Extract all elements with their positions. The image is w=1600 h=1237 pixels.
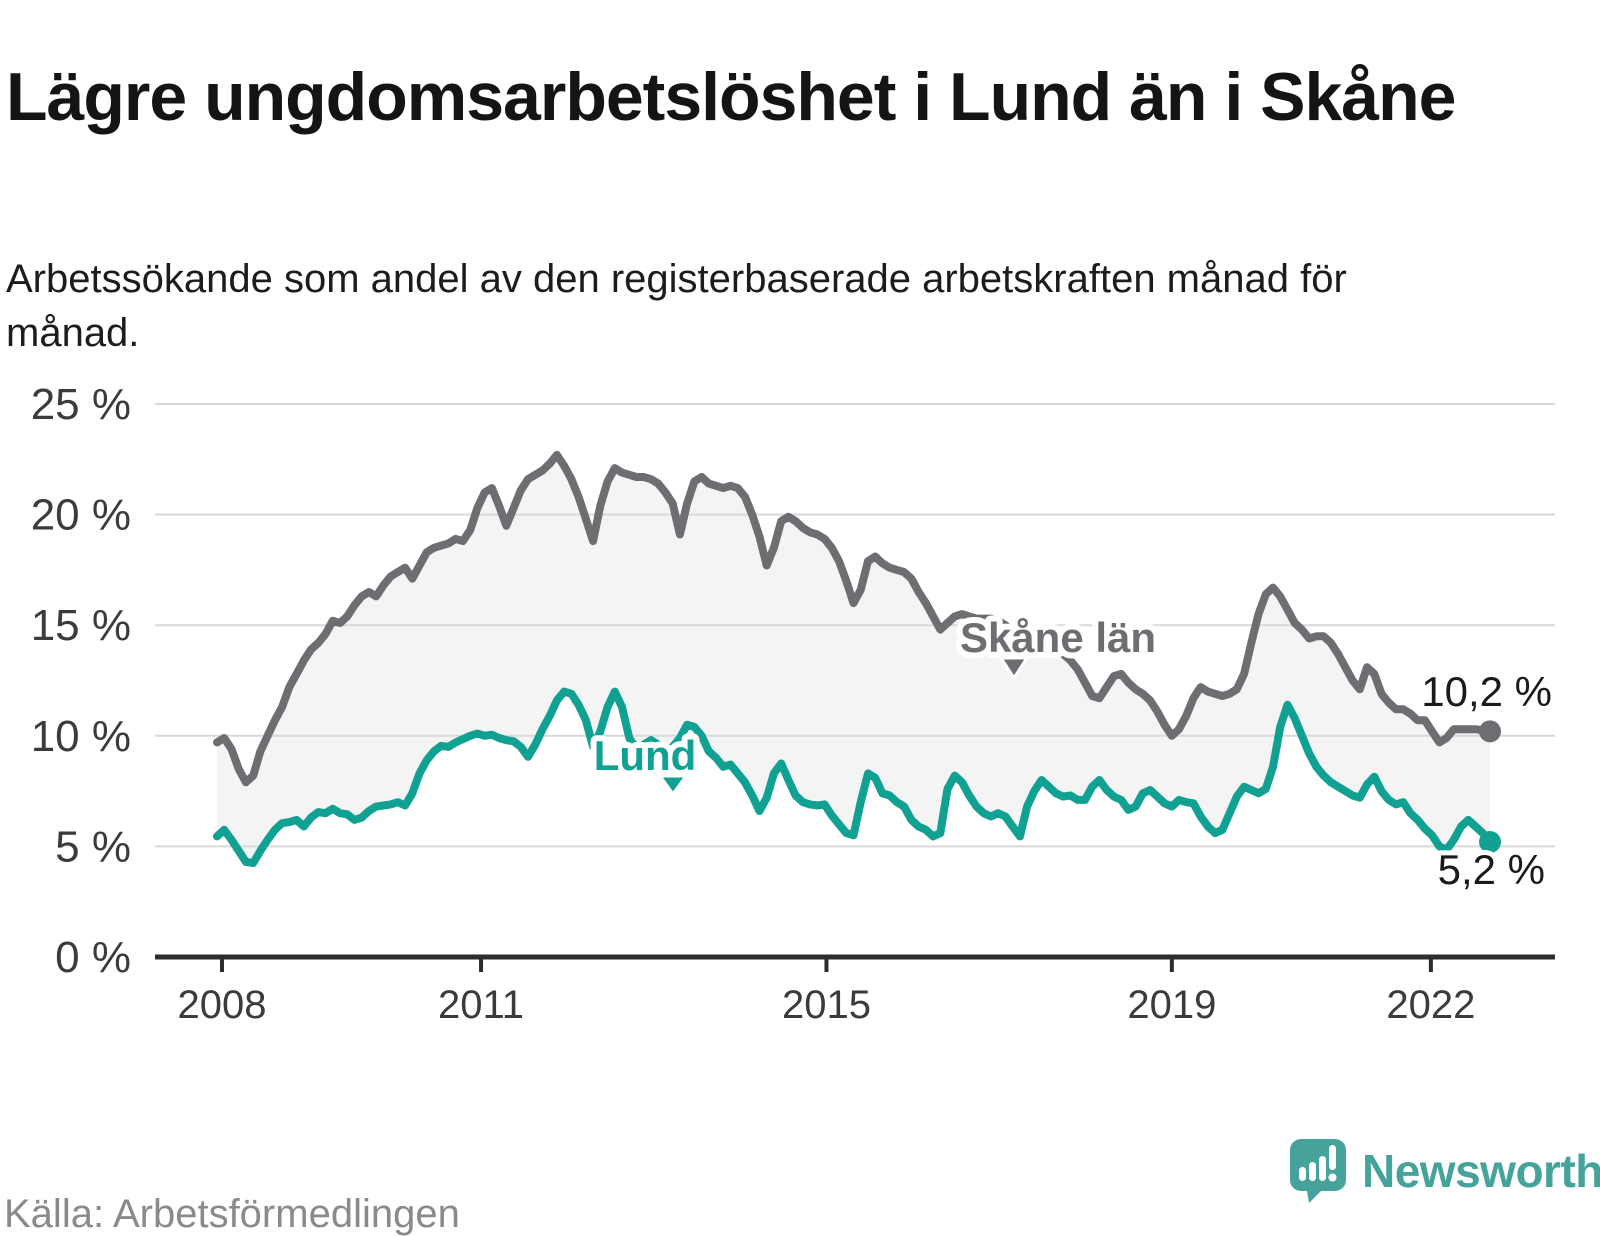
unemployment-line-chart: 25 %20 %15 %10 %5 %0 % 2008 2011 2015 2019 2… bbox=[31, 380, 1557, 1027]
lund-series-label: Lund bbox=[588, 726, 702, 797]
page-subtitle: Arbetssökande som andel av den registerb… bbox=[6, 257, 1347, 355]
source-note: Källa: Arbetsförmedlingen bbox=[4, 1192, 460, 1236]
gridlines bbox=[155, 403, 1555, 848]
logo-exclamation-dot bbox=[1328, 1173, 1337, 1182]
lund-label-caret bbox=[657, 774, 689, 797]
newsworthy-wordmark: Newsworthy bbox=[1362, 1145, 1600, 1197]
lund-line bbox=[213, 687, 1494, 867]
y-axis-label-0: 0 % bbox=[55, 933, 131, 982]
skane-end-value: 10,2 % bbox=[1421, 668, 1552, 715]
x-axis-label-2015: 2015 bbox=[782, 983, 871, 1027]
x-axis-label-2022: 2022 bbox=[1386, 983, 1475, 1027]
y-axis-label-10: 10 % bbox=[31, 712, 131, 761]
page-title: Lägre ungdomsarbetslöshet i Lund än i Sk… bbox=[6, 58, 1456, 135]
y-axis-label-20: 20 % bbox=[31, 491, 131, 540]
x-axis-ticks bbox=[220, 957, 1433, 972]
skane-label-caret bbox=[998, 656, 1030, 681]
lund-label-text: Lund bbox=[594, 732, 697, 779]
y-axis-label-25: 25 % bbox=[31, 380, 131, 429]
skane-end-dot bbox=[1479, 720, 1501, 743]
series-gap-band bbox=[217, 454, 1490, 863]
y-axis-labels: 25 % 20 % 15 % 10 % 5 % 0 % bbox=[31, 380, 131, 982]
logo-bar-2 bbox=[1309, 1162, 1316, 1181]
y-axis-label-15: 15 % bbox=[31, 601, 131, 650]
logo-bar-3 bbox=[1319, 1156, 1326, 1181]
skane-series-label: Skåne län bbox=[954, 608, 1162, 681]
newsworthy-logo-icon bbox=[1290, 1139, 1346, 1203]
x-axis-label-2011: 2011 bbox=[438, 983, 524, 1027]
x-axis-label-2008: 2008 bbox=[178, 983, 267, 1027]
x-axis-labels: 2008 2011 2015 2019 2022 bbox=[178, 983, 1476, 1027]
skane-label-text: Skåne län bbox=[960, 614, 1156, 661]
speech-bubble-shape bbox=[1290, 1139, 1346, 1203]
lund-end-dot bbox=[1479, 830, 1501, 853]
x-axis-label-2019: 2019 bbox=[1127, 983, 1216, 1027]
logo-bar-1 bbox=[1299, 1167, 1306, 1181]
lund-end-value: 5,2 % bbox=[1438, 846, 1545, 893]
logo-exclamation-bar bbox=[1329, 1145, 1336, 1170]
newsworthy-brand: Newsworthy bbox=[1288, 1138, 1600, 1204]
skane-line bbox=[213, 450, 1494, 787]
y-axis-label-5: 5 % bbox=[55, 822, 131, 871]
